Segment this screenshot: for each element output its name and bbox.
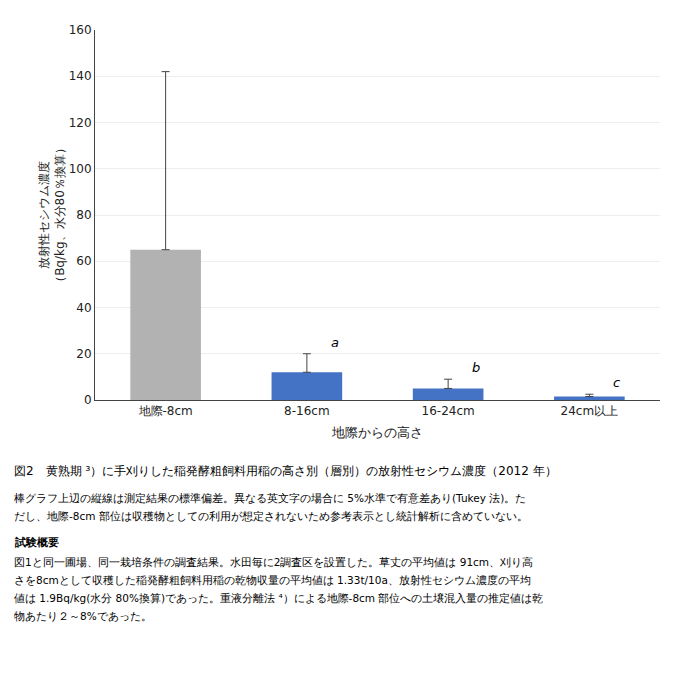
svg-text:図1と同一圃場、同一栽培条件の調査結果。水田毎に2調査区を設: 図1と同一圃場、同一栽培条件の調査結果。水田毎に2調査区を設置した。草丈の平均値…	[14, 556, 533, 568]
svg-text:60: 60	[76, 254, 91, 268]
svg-text:0: 0	[84, 393, 92, 407]
svg-text:a: a	[331, 335, 339, 350]
svg-text:140: 140	[69, 69, 92, 83]
svg-text:さを8cmとして収穫した稲発酵粗飼料用稲の乾物収量の平均値は: さを8cmとして収穫した稲発酵粗飼料用稲の乾物収量の平均値は 1.33t/10a…	[14, 574, 531, 586]
svg-text:棒グラフ上辺の縦線は測定結果の標準偏差。異なる英文字の場合に: 棒グラフ上辺の縦線は測定結果の標準偏差。異なる英文字の場合に 5%水準で有意差あ…	[14, 492, 526, 504]
svg-text:160: 160	[69, 23, 92, 37]
svg-text:図2 黄熟期 ³）に手刈りした稲発酵粗飼料用稲の高さ別（層別: 図2 黄熟期 ³）に手刈りした稲発酵粗飼料用稲の高さ別（層別）の放射性セシウム濃…	[14, 464, 557, 478]
svg-text:8-16cm: 8-16cm	[284, 404, 330, 418]
svg-text:120: 120	[69, 116, 92, 130]
svg-text:24cm以上: 24cm以上	[561, 404, 619, 418]
svg-text:物あたり２～8%であった。: 物あたり２～8%であった。	[14, 610, 152, 622]
svg-text:20: 20	[76, 347, 91, 361]
svg-text:80: 80	[76, 208, 91, 222]
svg-text:b: b	[472, 360, 480, 375]
svg-text:地際からの高さ: 地際からの高さ	[331, 425, 423, 440]
svg-text:試験概要: 試験概要	[14, 536, 59, 548]
svg-text:100: 100	[69, 162, 92, 176]
svg-text:16-24cm: 16-24cm	[422, 404, 475, 418]
svg-text:だし、地際-8cm 部位は収穫物としての利用が想定されないた: だし、地際-8cm 部位は収穫物としての利用が想定されないため参考表示とし統計解…	[14, 510, 528, 522]
svg-text:40: 40	[76, 301, 91, 315]
svg-text:地際-8cm: 地際-8cm	[137, 404, 192, 418]
svg-text:値は 1.9Bq/kg(水分 80%換算)であった。重液分離: 値は 1.9Bq/kg(水分 80%換算)であった。重液分離法 ⁴）による地際-…	[14, 592, 543, 604]
svg-text:放射性セシウム濃度（Bq/kg、水分80％換算）: 放射性セシウム濃度（Bq/kg、水分80％換算）	[37, 142, 67, 288]
svg-text:c: c	[613, 375, 620, 390]
